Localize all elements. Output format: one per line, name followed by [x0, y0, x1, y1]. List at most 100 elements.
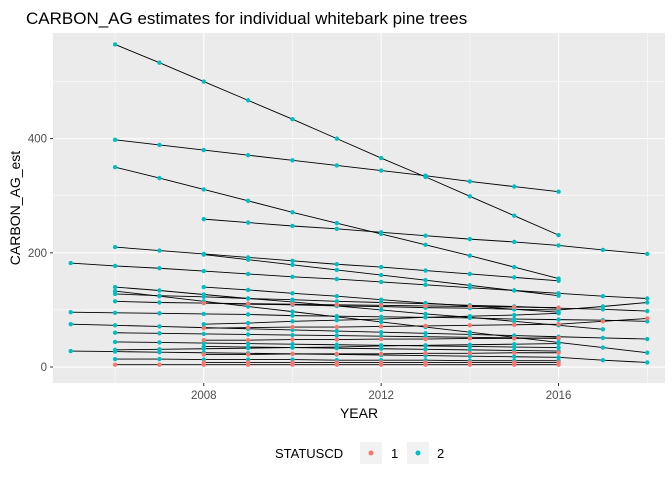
tree-17-point — [112, 339, 118, 345]
tree-13-point — [68, 310, 73, 315]
tree-2-point — [512, 184, 517, 189]
tree-19-point — [423, 343, 428, 348]
tree-6-point — [201, 268, 206, 274]
tree-4-point — [201, 216, 206, 222]
tree-1-point — [245, 98, 251, 103]
tree-20-point — [245, 344, 251, 350]
tree-line-8 — [115, 286, 603, 330]
tree-24-point — [378, 336, 384, 342]
tree-23-point — [290, 302, 295, 307]
tree-11-point — [112, 299, 118, 304]
x-axis-title: YEAR — [340, 405, 378, 421]
plot-panel — [53, 33, 665, 383]
tree-14-point — [157, 324, 162, 329]
tree-7-point — [334, 267, 340, 273]
tree-3-point — [423, 242, 428, 248]
tree-3-point — [334, 220, 340, 226]
tree-9-point — [645, 350, 650, 355]
tree-16-point — [201, 331, 206, 337]
tree-13-point — [157, 311, 162, 316]
tree-3-point — [290, 210, 295, 215]
y-tick-label: 400 — [28, 134, 47, 146]
tree-20-point — [201, 344, 206, 349]
tree-8-point — [112, 284, 118, 290]
tree-24-point — [423, 336, 428, 342]
tree-3-point — [467, 253, 473, 258]
legend-marker-2 — [415, 450, 421, 456]
tree-15-point — [245, 320, 251, 326]
tree-22-point — [245, 325, 251, 330]
tree-18-point — [600, 357, 606, 363]
tree-8-point — [378, 307, 384, 313]
tree-23-point — [423, 303, 428, 309]
tree-22-point — [290, 324, 295, 330]
tree-line-14 — [70, 323, 648, 340]
tree-19-point — [157, 347, 162, 352]
tree-10-point — [157, 293, 162, 298]
tree-3-point — [201, 187, 206, 192]
tree-14-point — [378, 329, 384, 335]
legend-marker-1 — [368, 450, 374, 456]
tree-7-point — [290, 262, 295, 268]
chart-title: CARBON_AG estimates for individual white… — [26, 9, 467, 28]
tree-12-point — [290, 291, 295, 296]
tree-5-point — [467, 271, 473, 277]
tree-17-point — [245, 341, 251, 346]
tree-3-point — [157, 175, 162, 181]
tree-16-point — [334, 333, 340, 338]
tree-16-point — [290, 332, 295, 338]
tree-10-point — [290, 297, 295, 302]
tree-19-point — [467, 342, 473, 347]
tree-6-point — [645, 296, 650, 301]
tree-22-point — [378, 324, 384, 329]
tree-line-18 — [70, 350, 648, 363]
tree-20-point — [423, 347, 428, 352]
tree-5-point — [157, 248, 162, 253]
tree-24-point — [467, 336, 473, 341]
tree-1-point — [512, 213, 517, 218]
tree-14-point — [645, 336, 650, 342]
tree-23-point — [201, 300, 206, 306]
tree-18-point — [512, 354, 517, 359]
tree-18-point — [556, 355, 561, 360]
tree-26-point — [245, 352, 251, 357]
tree-12-point — [378, 297, 384, 302]
tree-19-point — [112, 347, 118, 353]
tree-6-point — [334, 276, 340, 282]
tree-4-point — [645, 251, 650, 257]
tree-4-point — [512, 239, 517, 245]
tree-7-point — [201, 252, 206, 257]
tree-6-point — [112, 263, 118, 269]
tree-4-point — [467, 236, 473, 242]
tree-6-point — [290, 274, 295, 280]
tree-11-point — [600, 304, 606, 309]
tree-22-point — [556, 321, 561, 327]
tree-13-point — [112, 310, 118, 315]
tree-7-point — [556, 293, 561, 298]
tree-14-point — [112, 323, 118, 328]
tree-3-point — [245, 198, 251, 204]
tree-22-point — [512, 322, 517, 327]
tree-21-point — [112, 356, 118, 362]
tree-1-point — [334, 136, 340, 141]
tree-13-point — [201, 311, 206, 317]
tree-5-point — [423, 268, 428, 273]
tree-1-point — [290, 117, 295, 122]
tree-25-point — [112, 362, 118, 367]
legend-title: STATUSCD — [275, 446, 343, 461]
tree-8-point — [157, 288, 162, 293]
tree-16-point — [112, 330, 118, 335]
tree-6-point — [378, 279, 384, 285]
tree-23-point — [334, 302, 340, 307]
tree-17-point — [157, 340, 162, 345]
tree-22-point — [334, 324, 340, 330]
tree-4-point — [556, 243, 561, 248]
tree-16-point — [157, 331, 162, 336]
tree-24-point — [334, 337, 340, 342]
x-tick-label: 2012 — [368, 390, 394, 402]
tree-26-point — [378, 351, 384, 357]
tree-5-point — [112, 244, 118, 250]
tree-15-point — [423, 315, 428, 320]
tree-10-point — [645, 308, 650, 314]
